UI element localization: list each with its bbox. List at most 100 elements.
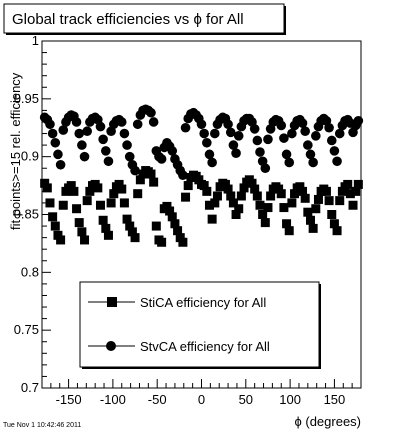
data-point-square [165, 206, 175, 216]
data-point-square [321, 186, 331, 196]
data-point-square [149, 177, 159, 187]
data-point-square [337, 186, 347, 196]
data-point-square [266, 191, 276, 201]
data-point-circle [255, 147, 265, 157]
data-point-square [332, 226, 342, 236]
data-point-circle [207, 157, 217, 168]
data-point-square [348, 200, 358, 210]
data-point-circle [132, 119, 143, 130]
data-point-square [313, 194, 323, 204]
data-point-circle [263, 134, 273, 145]
data-point-square [345, 189, 355, 199]
data-point-square [255, 200, 265, 210]
data-point-square [170, 219, 180, 229]
data-point-circle [180, 122, 191, 133]
data-point-square [114, 179, 124, 189]
data-point-square [146, 169, 156, 179]
data-point-circle [71, 117, 82, 127]
data-point-square [69, 186, 79, 196]
data-point-circle [74, 128, 85, 139]
data-point-square [284, 226, 294, 236]
data-point-circle [167, 146, 178, 156]
data-point-square [343, 179, 353, 189]
data-point-circle [148, 117, 159, 127]
data-point-circle [276, 120, 287, 131]
data-point-square [290, 189, 300, 199]
title-frame [3, 3, 285, 34]
data-point-square [353, 179, 363, 189]
data-point-square [295, 182, 305, 192]
data-point-square [335, 196, 345, 206]
data-point-square [109, 189, 119, 199]
data-point-circle [252, 135, 263, 146]
data-point-square [351, 186, 361, 196]
data-point-circle [156, 154, 167, 164]
x-tick-label: 50 [239, 392, 253, 407]
data-point-circle [130, 165, 140, 176]
data-point-square [194, 175, 204, 185]
data-point-square [274, 184, 284, 194]
data-point-circle [305, 149, 316, 160]
data-point-square [82, 196, 92, 206]
data-point-square [327, 210, 337, 219]
data-point-square [173, 226, 183, 236]
data-point-circle [55, 159, 66, 170]
chart-title: Global track efficiencies vs ϕ for All [12, 11, 244, 28]
data-point-square [204, 200, 214, 210]
y-tick-label: 1 [32, 33, 39, 48]
data-point-circle [103, 156, 114, 167]
data-point-circle [332, 156, 342, 167]
y-tick-label: 0.85 [14, 207, 39, 222]
data-point-square [72, 204, 82, 214]
data-point-circle [284, 157, 295, 168]
data-point-circle [324, 122, 334, 133]
data-point-square [202, 186, 212, 196]
data-point-circle [311, 131, 321, 141]
data-point-square [308, 223, 318, 233]
data-point-circle [124, 151, 135, 162]
data-point-square [56, 235, 66, 245]
data-point-circle [47, 128, 58, 139]
data-point-square [263, 203, 273, 213]
data-point-square [151, 221, 161, 231]
data-point-square [117, 184, 127, 194]
data-point-square [175, 233, 185, 243]
data-point-circle [228, 140, 239, 150]
data-point-square [324, 196, 334, 206]
y-tick-label: 0.7 [21, 380, 39, 395]
data-point-square [106, 198, 116, 208]
data-point-square [53, 230, 63, 240]
data-point-circle [308, 157, 318, 168]
data-point-square [77, 227, 87, 237]
data-point-square [223, 184, 233, 194]
data-point-circle [178, 170, 188, 180]
x-axis-ticks: -150 -100 -50 0 50 100 150 [41, 379, 362, 407]
data-point-square [45, 198, 55, 208]
data-point-square [247, 178, 257, 188]
x-tick-label: -50 [148, 392, 167, 407]
data-point-circle [98, 134, 108, 145]
data-point-square [276, 189, 286, 199]
data-point-circle [225, 127, 236, 138]
data-point-square [42, 183, 52, 193]
data-point-circle [287, 128, 297, 139]
data-point-square [130, 233, 140, 243]
data-point-circle [329, 146, 340, 156]
data-point-circle [45, 119, 55, 130]
data-point-square [199, 181, 209, 191]
data-point-square [210, 198, 220, 208]
data-point-circle [196, 119, 207, 130]
data-point-square [183, 181, 193, 191]
data-point-circle [209, 128, 220, 139]
data-point-circle [119, 128, 130, 139]
data-point-circle [300, 126, 310, 137]
data-point-square [162, 201, 172, 211]
x-tick-label: 150 [324, 392, 346, 407]
data-point-square [298, 186, 308, 196]
x-tick-label: -100 [100, 392, 126, 407]
data-point-circle [95, 121, 106, 132]
x-tick-label: 0 [198, 392, 205, 407]
y-axis-ticks: 0.7 0.75 0.8 0.85 0.9 0.95 1 [14, 33, 51, 395]
data-point-circle [297, 118, 308, 128]
